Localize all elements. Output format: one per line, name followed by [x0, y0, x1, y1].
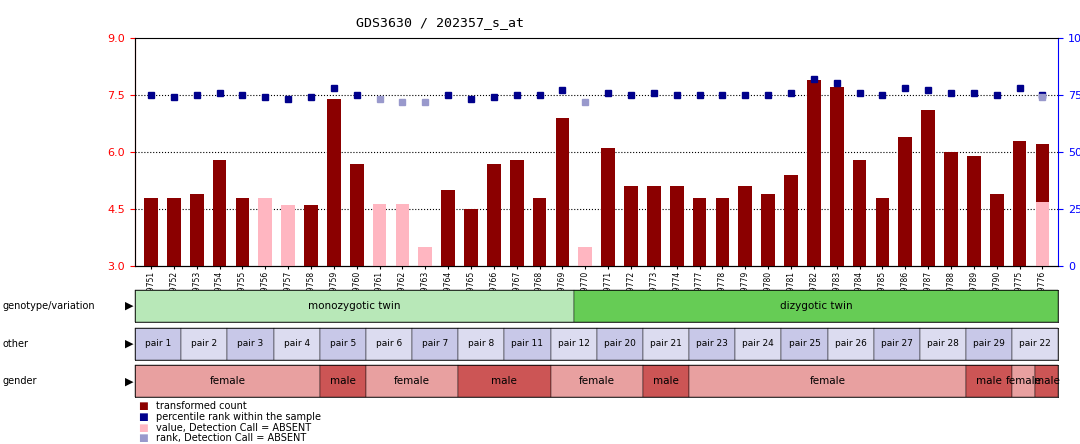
Bar: [281, 206, 295, 266]
Text: ■: ■: [138, 433, 148, 443]
Bar: [944, 152, 958, 266]
Bar: [144, 198, 158, 266]
Text: monozygotic twin: monozygotic twin: [308, 301, 401, 311]
Bar: [487, 163, 501, 266]
Text: rank, Detection Call = ABSENT: rank, Detection Call = ABSENT: [156, 433, 306, 443]
Text: female: female: [579, 377, 615, 386]
Text: female: female: [394, 377, 430, 386]
Bar: [258, 198, 272, 266]
Text: male: male: [653, 377, 679, 386]
Bar: [807, 79, 821, 266]
Text: value, Detection Call = ABSENT: value, Detection Call = ABSENT: [156, 423, 311, 432]
Bar: [1036, 144, 1050, 266]
Text: pair 5: pair 5: [329, 339, 356, 348]
Bar: [829, 87, 843, 266]
Text: genotype/variation: genotype/variation: [2, 301, 95, 311]
Bar: [990, 194, 1003, 266]
Bar: [853, 160, 866, 266]
Bar: [692, 198, 706, 266]
Text: pair 28: pair 28: [927, 339, 959, 348]
Text: male: male: [976, 377, 1002, 386]
Bar: [350, 163, 364, 266]
Bar: [784, 175, 798, 266]
Bar: [761, 194, 775, 266]
Text: pair 8: pair 8: [468, 339, 495, 348]
Text: pair 21: pair 21: [650, 339, 681, 348]
Text: ■: ■: [138, 423, 148, 432]
Text: pair 29: pair 29: [973, 339, 1005, 348]
Bar: [532, 198, 546, 266]
Bar: [921, 110, 935, 266]
Bar: [647, 186, 661, 266]
Bar: [305, 206, 318, 266]
Bar: [1036, 202, 1050, 266]
Bar: [555, 118, 569, 266]
Bar: [213, 160, 227, 266]
Bar: [876, 198, 889, 266]
Text: pair 6: pair 6: [376, 339, 402, 348]
Bar: [602, 148, 615, 266]
Text: GDS3630 / 202357_s_at: GDS3630 / 202357_s_at: [356, 16, 525, 28]
Bar: [670, 186, 684, 266]
Bar: [235, 198, 249, 266]
Bar: [967, 156, 981, 266]
Text: female: female: [210, 377, 245, 386]
Bar: [1013, 141, 1026, 266]
Text: pair 22: pair 22: [1020, 339, 1051, 348]
Text: other: other: [2, 339, 28, 349]
Text: ■: ■: [138, 412, 148, 422]
Bar: [624, 186, 638, 266]
Bar: [464, 209, 477, 266]
Text: female: female: [1005, 377, 1042, 386]
Bar: [579, 247, 592, 266]
Bar: [190, 194, 203, 266]
Bar: [327, 99, 340, 266]
Text: pair 20: pair 20: [604, 339, 636, 348]
Bar: [167, 198, 180, 266]
Text: male: male: [1034, 377, 1059, 386]
Text: ■: ■: [138, 401, 148, 411]
Text: female: female: [810, 377, 846, 386]
Text: transformed count: transformed count: [156, 401, 246, 411]
Text: ▶: ▶: [125, 339, 134, 349]
Bar: [739, 186, 752, 266]
Text: ▶: ▶: [125, 301, 134, 311]
Text: male: male: [329, 377, 355, 386]
Bar: [395, 203, 409, 266]
Text: pair 2: pair 2: [191, 339, 217, 348]
Text: pair 26: pair 26: [835, 339, 866, 348]
Bar: [899, 137, 913, 266]
Text: pair 12: pair 12: [557, 339, 590, 348]
Text: gender: gender: [2, 377, 37, 386]
Bar: [418, 247, 432, 266]
Text: pair 27: pair 27: [881, 339, 913, 348]
Text: pair 25: pair 25: [788, 339, 821, 348]
Text: pair 23: pair 23: [697, 339, 728, 348]
Bar: [373, 203, 387, 266]
Bar: [510, 160, 524, 266]
Text: pair 4: pair 4: [284, 339, 310, 348]
Text: pair 7: pair 7: [422, 339, 448, 348]
Text: pair 24: pair 24: [742, 339, 774, 348]
Text: percentile rank within the sample: percentile rank within the sample: [156, 412, 321, 422]
Text: pair 3: pair 3: [238, 339, 264, 348]
Bar: [442, 190, 455, 266]
Text: pair 11: pair 11: [512, 339, 543, 348]
Bar: [716, 198, 729, 266]
Text: pair 1: pair 1: [145, 339, 172, 348]
Text: male: male: [491, 377, 517, 386]
Text: dizygotic twin: dizygotic twin: [780, 301, 852, 311]
Text: ▶: ▶: [125, 377, 134, 386]
